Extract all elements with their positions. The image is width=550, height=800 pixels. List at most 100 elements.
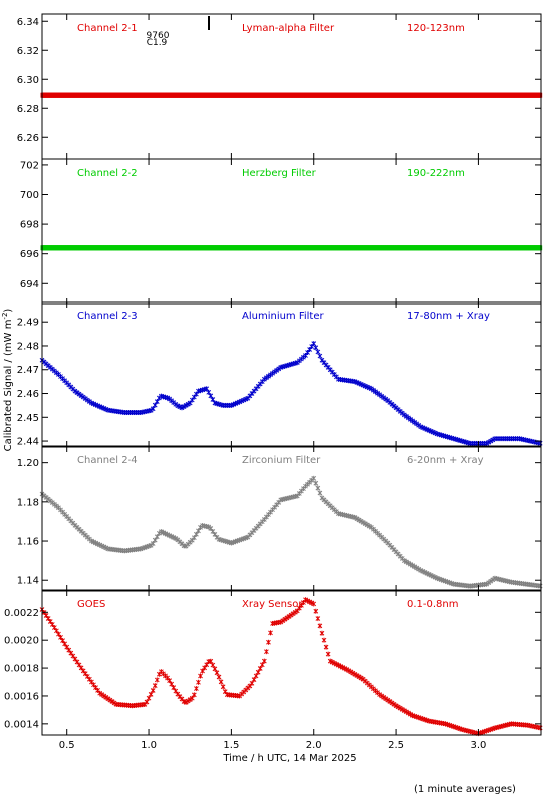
data-point [76,662,82,668]
data-point [317,353,323,359]
data-point [311,601,317,607]
data-point [91,682,96,688]
data-point [218,679,224,685]
y-tick-label: 6.34 [17,17,39,28]
data-point [264,649,269,655]
x-tick-label: 1.5 [223,740,239,751]
data-point [210,528,216,534]
panel-1-series [40,92,543,98]
y-axis-label: Calibrated Signal / (mW m-2) [1,309,14,452]
panel-filter-label: Aluminium Filter [242,311,325,322]
y-tick-label: 2.47 [17,365,39,376]
panel-band-label: 190-222nm [407,168,465,179]
y-tick-label: 2.46 [17,389,39,400]
data-point [194,686,199,692]
data-point [313,345,319,351]
panel-filter-label: Lyman-alpha Filter [242,23,335,34]
data-point [64,644,70,650]
data-point [72,656,78,662]
data-point [266,639,271,645]
data-point [309,344,315,350]
data-point [537,440,543,446]
data-point [144,699,150,705]
data-point [78,665,84,671]
panel-1: 6.26 6.28 6.30 6.32 6.34 Channel 2-1 Lyman-alp… [17,13,543,160]
panel-band-label: 0.1-0.8nm [407,599,459,610]
panel-channel-label: Channel 2-2 [77,168,138,179]
data-point [214,670,220,676]
flare-class: C1.9 [147,38,168,48]
data-point [43,612,49,618]
data-point [189,397,195,403]
y-tick-label: 0.0018 [4,664,39,675]
y-tick-label: 6.28 [17,104,39,115]
data-point [311,341,317,347]
data-point [212,666,218,672]
y-tick-label: 0.0020 [4,636,39,647]
data-point [208,525,214,531]
data-point [301,600,306,606]
data-point [305,350,310,356]
data-point [89,679,94,685]
data-point [47,618,53,624]
data-point [216,674,222,680]
data-point [154,677,160,683]
data-point [303,352,308,358]
x-tick-label: 0.5 [59,740,75,751]
data-point [313,608,319,614]
y-tick-label: 2.49 [17,318,39,329]
data-point [319,630,325,636]
data-point [261,658,267,664]
y-axis-label-end: ) [3,309,14,313]
data-point [191,692,197,698]
y-tick-label: 6.26 [17,133,39,144]
y-tick-label: 6.30 [17,75,39,86]
data-point [191,394,197,400]
data-point [317,623,323,629]
y-axis-label-main: Calibrated Signal / (mW m [3,320,14,452]
data-point [307,347,312,353]
data-point [268,630,273,636]
y-tick-label: 0.0016 [4,691,39,702]
y-tick-label: 6.32 [17,46,39,57]
data-point [299,602,304,608]
y-tick-label: 0.0014 [4,719,39,730]
y-tick-label: 2.45 [17,413,39,424]
data-point [66,647,72,653]
data-point [93,685,98,691]
panels-group: 6.26 6.28 6.30 6.32 6.34 Channel 2-1 Lyman-alp… [4,13,543,751]
panel-channel-label: GOES [77,599,105,610]
data-point [210,662,216,668]
y-tick-label: 700 [20,190,39,201]
x-axis-label: Time / h UTC, 14 Mar 2025 [222,753,356,764]
panel-1-frame [41,13,542,160]
data-point [212,531,218,537]
flare-id: 9760 [147,31,170,41]
data-point [321,637,327,643]
data-point [148,691,154,697]
y-tick-label: 1.20 [17,458,39,469]
data-point [84,673,90,679]
data-point [537,583,543,589]
panel-5-frame [41,589,542,736]
x-tick-label: 2.5 [388,740,404,751]
panel-band-label: 17-80nm + Xray [407,311,490,322]
data-point [315,349,321,355]
y-tick-label: 0.0022 [4,608,39,619]
data-point [251,677,257,683]
data-point [255,669,261,675]
panel-filter-label: Herzberg Filter [242,168,317,179]
data-point [220,684,226,690]
panel-4-series [39,475,543,589]
data-point [257,666,263,672]
y-axis-label-sup: -2 [1,313,9,320]
y-tick-label: 694 [20,279,39,290]
data-point [150,688,156,694]
data-point [198,673,203,679]
data-point [208,658,214,664]
data-point [313,480,319,486]
y-tick-label: 698 [20,220,39,231]
panel-3-series [39,341,543,446]
data-point [317,490,323,496]
data-point [537,725,543,731]
